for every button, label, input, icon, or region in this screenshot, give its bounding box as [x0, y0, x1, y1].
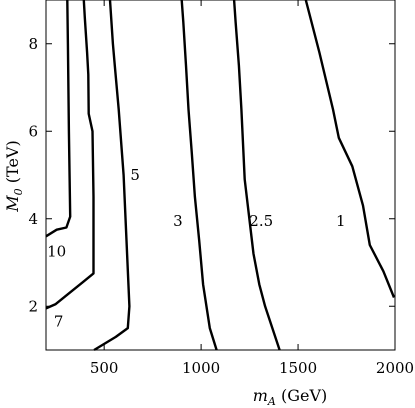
x-axis-label: mA (GeV)	[253, 386, 328, 408]
contour-label-1: 1	[336, 212, 346, 230]
contour-line-3	[180, 0, 218, 351]
x-tick-label: 1500	[279, 359, 317, 377]
contour-label-3: 3	[173, 212, 183, 230]
contour-line-5	[93, 0, 131, 352]
contour-line-2-5	[232, 0, 281, 351]
y-tick-label: 8	[28, 35, 38, 53]
y-tick-label: 4	[28, 210, 38, 228]
contour-label-2-5: 2.5	[249, 212, 273, 230]
contour-label-5: 5	[130, 166, 140, 184]
contour-label-10: 10	[47, 243, 66, 261]
x-tick-label: 500	[90, 359, 119, 377]
contour-label-7: 7	[54, 313, 64, 331]
x-tick-label: 2000	[376, 359, 414, 377]
x-tick-label: 1000	[182, 359, 220, 377]
contour-line-1	[304, 0, 396, 298]
y-tick-label: 6	[28, 122, 38, 140]
contour-line-7	[45, 0, 95, 310]
y-axis-label: M0 (TeV)	[3, 140, 25, 212]
plot-frame	[45, 0, 396, 351]
contour-line-10	[45, 0, 72, 238]
y-tick-label: 2	[28, 297, 38, 315]
